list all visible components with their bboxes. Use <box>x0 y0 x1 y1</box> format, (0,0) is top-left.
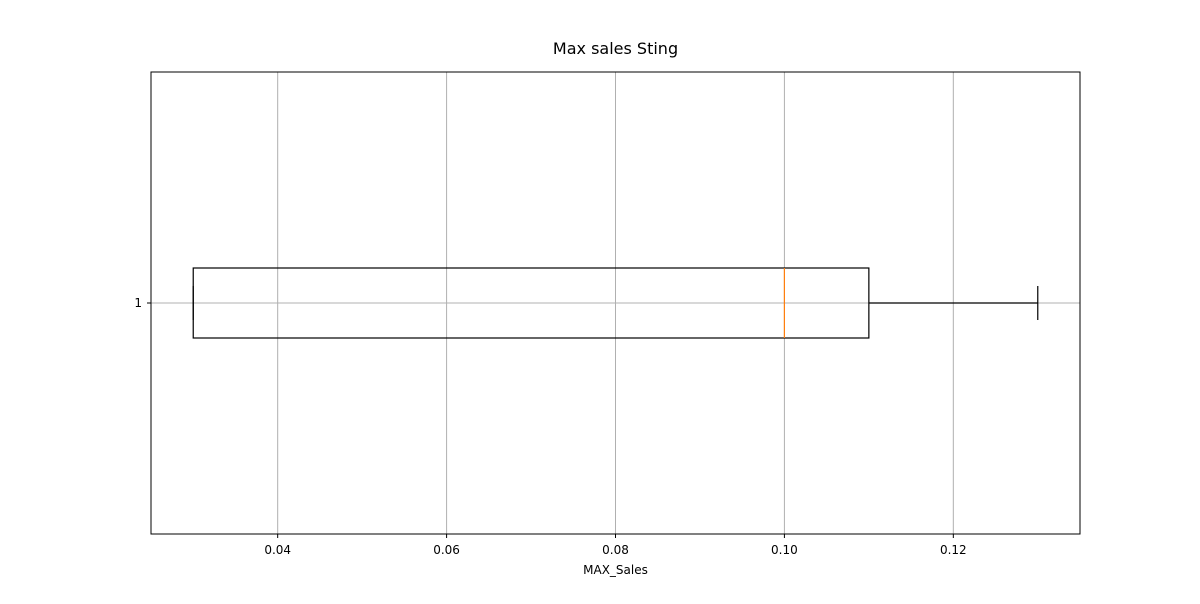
x-tick-label: 0.06 <box>433 543 460 557</box>
box-elements <box>192 267 1039 339</box>
iqr-box <box>192 267 870 339</box>
axis-ticks: 0.04 0.06 0.08 0.10 0.12 1 <box>134 296 966 557</box>
x-axis-label: MAX_Sales <box>583 563 648 577</box>
x-tick-label: 0.08 <box>602 543 629 557</box>
chart-title: Max sales Sting <box>553 39 678 58</box>
x-tick-label: 0.12 <box>940 543 967 557</box>
x-tick-label: 0.04 <box>264 543 291 557</box>
x-tick-label: 0.10 <box>771 543 798 557</box>
y-tick-label: 1 <box>134 296 142 310</box>
